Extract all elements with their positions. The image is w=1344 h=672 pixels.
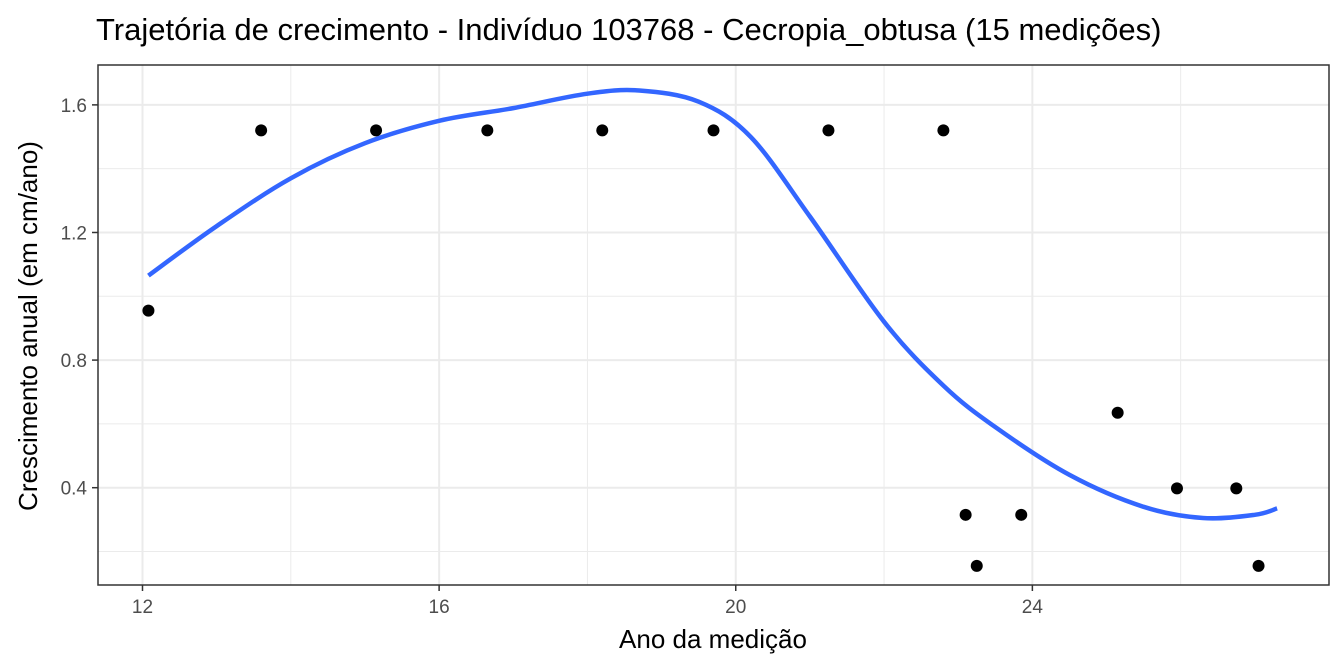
data-point <box>1252 559 1265 572</box>
x-axis-title: Ano da medição <box>619 624 807 654</box>
chart-title: Trajetória de crecimento - Indivíduo 103… <box>96 12 1161 47</box>
plot-panel <box>97 64 1330 586</box>
data-point <box>1015 508 1028 521</box>
data-point <box>481 124 494 137</box>
x-tick-label: 16 <box>429 597 450 618</box>
y-axis: 0.4 0.8 1.2 1.6 <box>61 96 98 500</box>
y-axis-title: Crescimento anual (em cm/ano) <box>13 141 43 511</box>
y-tick-label: 1.2 <box>61 223 87 244</box>
data-point <box>707 124 720 137</box>
y-tick-label: 0.4 <box>61 479 88 500</box>
y-tick-label: 0.8 <box>61 351 87 372</box>
data-point <box>1170 482 1183 495</box>
data-point <box>959 508 972 521</box>
data-point <box>970 559 983 572</box>
data-point <box>370 124 383 137</box>
data-point <box>822 124 835 137</box>
smooth-trend-line <box>147 87 1278 521</box>
data-point <box>1230 482 1243 495</box>
data-point <box>142 304 155 317</box>
y-tick-label: 1.6 <box>61 96 87 117</box>
data-point <box>596 124 609 137</box>
data-point <box>1111 406 1124 419</box>
x-axis: 12 16 20 24 <box>132 585 1043 618</box>
data-point <box>937 124 950 137</box>
panel-border <box>97 64 1330 586</box>
x-tick-label: 20 <box>725 597 746 618</box>
x-tick-label: 24 <box>1022 597 1044 618</box>
data-point <box>255 124 268 137</box>
x-tick-label: 12 <box>132 597 153 618</box>
